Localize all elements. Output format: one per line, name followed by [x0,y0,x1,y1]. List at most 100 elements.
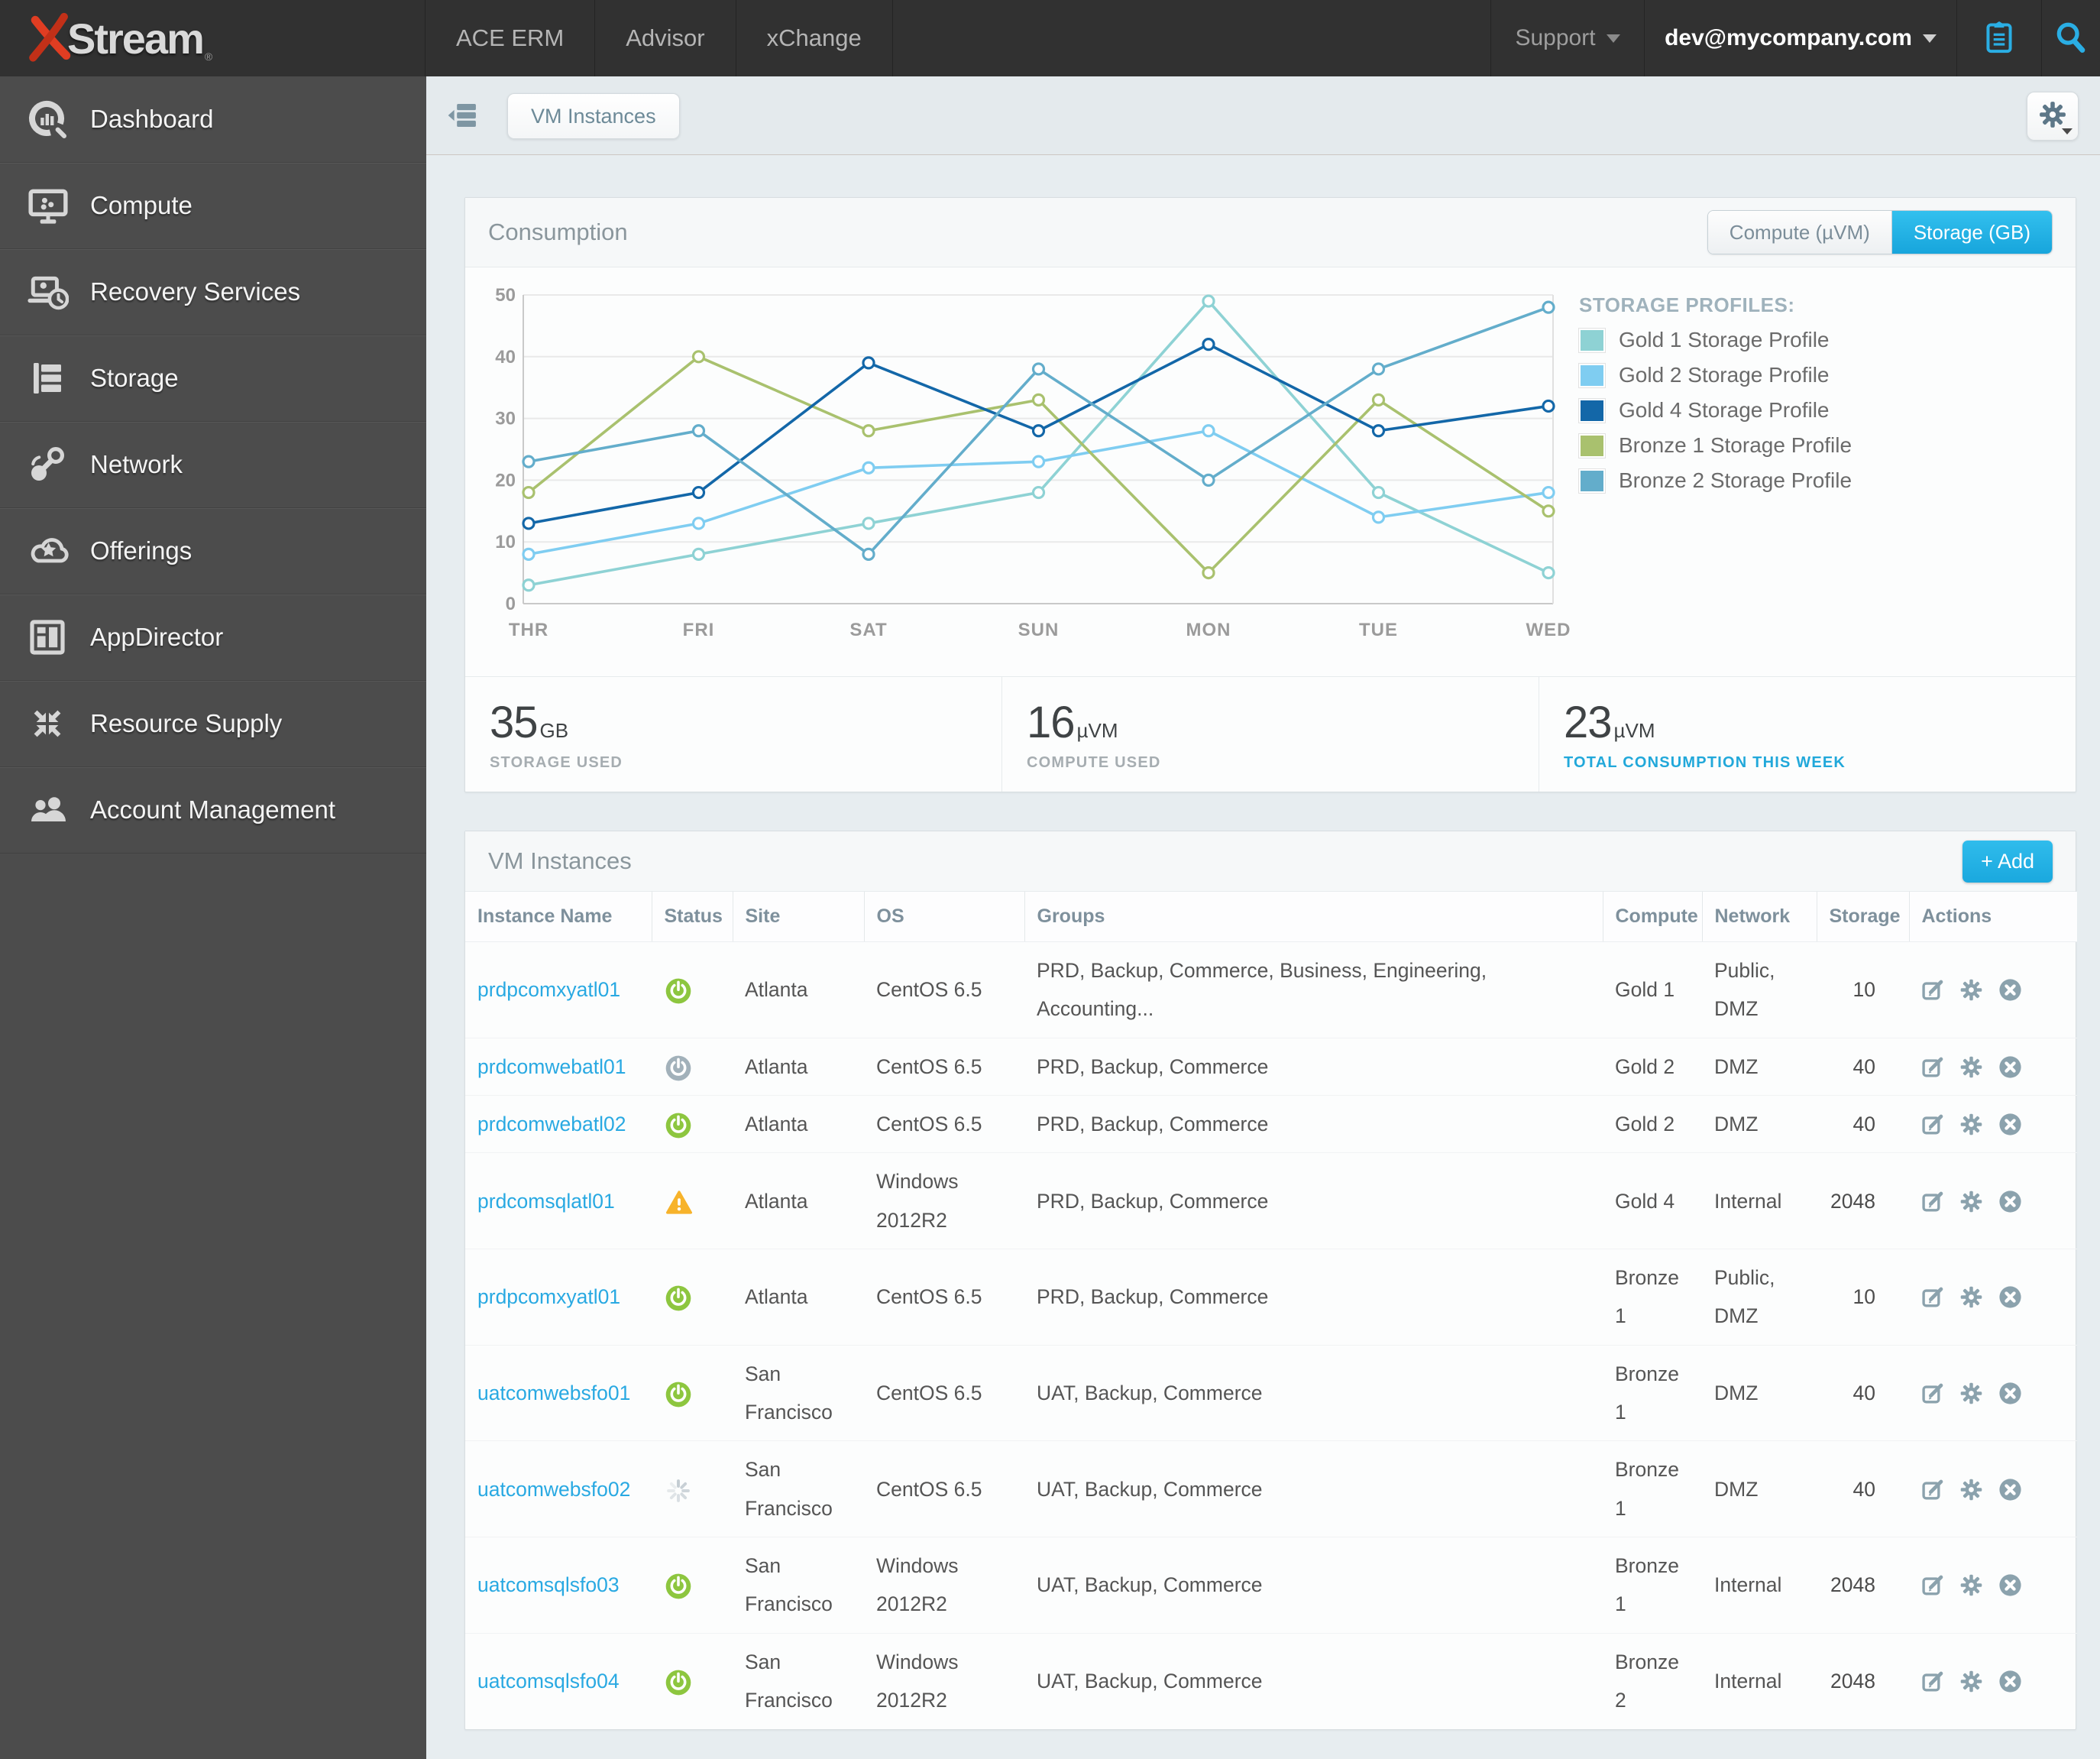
sidebar-item-offerings[interactable]: Offerings [0,508,426,594]
stat-total-consumption: 23 µVM TOTAL CONSUMPTION THIS WEEK [1539,677,2076,792]
delete-button[interactable] [1998,1285,2022,1311]
instance-link[interactable]: uatcomwebsfo01 [477,1381,631,1404]
instance-link[interactable]: uatcomsqlsfo03 [477,1573,620,1597]
delete-button[interactable] [1998,978,2022,1004]
table-row: prdpcomxyatl01 Atlanta CentOS 6.5 PRD, B… [465,942,2077,1038]
legend-swatch [1579,398,1605,423]
delete-button[interactable] [1998,1190,2022,1216]
clipboard-icon [1984,20,2014,57]
stat-compute-used: 16 µVM COMPUTE USED [1001,677,1539,792]
registered-mark: ® [204,50,213,63]
network-cell: Public, DMZ [1702,1249,1817,1346]
col-network[interactable]: Network [1702,892,1817,942]
settings-button[interactable] [1959,1113,1983,1139]
edit-button[interactable] [1921,1190,1945,1216]
col-instance-name[interactable]: Instance Name [465,892,652,942]
delete-button[interactable] [1998,1670,2022,1696]
status-power-on-icon [665,978,691,1004]
search-button[interactable] [2041,0,2100,76]
tab-ace-erm[interactable]: ACE ERM [425,0,596,76]
svg-text:MON: MON [1186,620,1231,640]
col-actions[interactable]: Actions [1909,892,2077,942]
col-compute[interactable]: Compute [1603,892,1703,942]
settings-button[interactable] [1959,1055,1983,1081]
chart-legend: STORAGE PROFILES: Gold 1 Storage Profile… [1579,293,1852,493]
settings-button[interactable] [1959,1478,1983,1504]
settings-button[interactable] [1959,1382,1983,1408]
status-power-on-icon [665,1382,691,1408]
edit-button[interactable] [1921,1573,1945,1599]
sidebar-item-account-management[interactable]: Account Management [0,767,426,854]
compute-icon [28,186,76,225]
edit-button[interactable] [1921,1113,1945,1139]
clipboard-button[interactable] [1956,0,2041,76]
user-menu[interactable]: dev@mycompany.com [1644,0,1956,76]
instance-link[interactable]: prdcomwebatl01 [477,1054,626,1078]
support-menu[interactable]: Support [1490,0,1644,76]
svg-text:SUN: SUN [1018,620,1060,640]
col-storage[interactable]: Storage [1817,892,1910,942]
svg-text:SAT: SAT [849,620,887,640]
edit-button[interactable] [1921,1055,1945,1081]
os-cell: Windows 2012R2 [864,1152,1024,1249]
edit-button[interactable] [1921,978,1945,1004]
top-tabs: ACE ERM Advisor xChange [425,0,893,76]
instance-link[interactable]: prdpcomxyatl01 [477,1285,621,1309]
tab-xchange[interactable]: xChange [736,0,893,76]
logo-x-icon [28,11,72,66]
delete-button[interactable] [1998,1055,2022,1081]
instance-link[interactable]: prdpcomxyatl01 [477,978,621,1002]
site-cell: Atlanta [733,1095,864,1153]
settings-button[interactable] [1959,1573,1983,1599]
legend-label: Gold 2 Storage Profile [1619,363,1830,387]
instance-link[interactable]: uatcomsqlsfo04 [477,1669,620,1693]
settings-button[interactable] [1959,1285,1983,1311]
site-cell: San Francisco [733,1537,864,1634]
delete-button[interactable] [1998,1382,2022,1408]
delete-button[interactable] [1998,1478,2022,1504]
account-management-icon [28,790,76,830]
add-vm-button[interactable]: + Add [1962,840,2053,883]
edit-button[interactable] [1921,1285,1945,1311]
sidebar-item-compute[interactable]: Compute [0,163,426,249]
table-row: prdcomwebatl01 Atlanta CentOS 6.5 PRD, B… [465,1037,2077,1096]
status-power-on-icon [665,1285,691,1311]
instance-link[interactable]: prdcomwebatl02 [477,1113,626,1136]
tab-advisor[interactable]: Advisor [595,0,736,76]
dashboard-icon [28,99,76,139]
chevron-down-icon [2062,128,2072,134]
collapse-sidebar-icon[interactable] [446,98,481,133]
settings-button[interactable] [2027,92,2079,141]
sidebar-item-storage[interactable]: Storage [0,335,426,422]
status-power-on-icon [665,1573,691,1599]
sidebar-item-resource-supply[interactable]: Resource Supply [0,681,426,767]
settings-button[interactable] [1959,1670,1983,1696]
col-site[interactable]: Site [733,892,865,942]
sidebar-nav: Dashboard Compute Recovery Services [0,76,426,1759]
toggle-storage-button[interactable]: Storage (GB) [1891,211,2052,254]
edit-button[interactable] [1921,1478,1945,1504]
delete-button[interactable] [1998,1573,2022,1599]
edit-button[interactable] [1921,1670,1945,1696]
legend-label: Gold 1 Storage Profile [1619,328,1830,351]
groups-cell: UAT, Backup, Commerce [1024,1632,1603,1729]
settings-button[interactable] [1959,978,1983,1004]
breadcrumb[interactable]: VM Instances [507,93,680,139]
sidebar-item-recovery-services[interactable]: Recovery Services [0,249,426,335]
instance-link[interactable]: prdcomsqlatl01 [477,1189,615,1213]
compute-cell: Gold 4 [1603,1152,1702,1249]
edit-button[interactable] [1921,1382,1945,1408]
delete-button[interactable] [1998,1113,2022,1139]
svg-text:20: 20 [495,470,516,491]
sidebar-item-dashboard[interactable]: Dashboard [0,76,426,163]
sidebar-item-network[interactable]: Network [0,422,426,508]
sidebar-item-appdirector[interactable]: AppDirector [0,594,426,681]
site-cell: San Francisco [733,1344,864,1441]
col-groups[interactable]: Groups [1024,892,1603,942]
compute-cell: Bronze 1 [1603,1344,1702,1441]
instance-link[interactable]: uatcomwebsfo02 [477,1477,631,1501]
col-os[interactable]: OS [864,892,1025,942]
toggle-compute-button[interactable]: Compute (µVM) [1707,211,1892,254]
settings-button[interactable] [1959,1190,1983,1216]
col-status[interactable]: Status [652,892,733,942]
